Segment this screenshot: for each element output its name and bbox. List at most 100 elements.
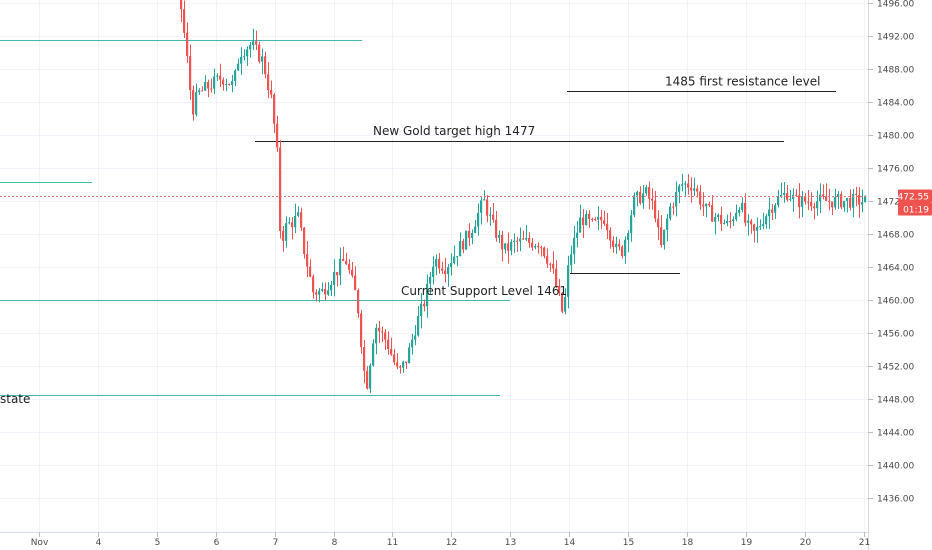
y-tick-label: 1488.00 (877, 66, 914, 76)
candle-body (609, 230, 612, 241)
countdown-badge (898, 202, 932, 216)
candle-body (702, 204, 705, 207)
candle-body (822, 194, 825, 197)
candle-body (567, 265, 570, 297)
candle-body (726, 220, 729, 224)
candle-body (294, 215, 297, 228)
y-tick-label: 1452.00 (877, 363, 914, 373)
candle-body (330, 284, 333, 291)
candle-body (276, 123, 279, 148)
candle-body (273, 94, 276, 124)
candle-body (411, 339, 414, 348)
candle-body (633, 195, 636, 216)
candle-body (612, 240, 615, 248)
candle-body (393, 354, 396, 363)
candle-body (417, 316, 420, 336)
candle-body (576, 232, 579, 238)
candle-body (666, 218, 669, 230)
candle-body (687, 183, 690, 188)
candle-body (459, 241, 462, 257)
candle-body (789, 199, 792, 201)
candle-body (843, 200, 846, 208)
candle-body (570, 254, 573, 266)
x-tick-label: 13 (505, 538, 516, 548)
candle-body (540, 247, 543, 249)
candle-body (483, 199, 486, 201)
grid (0, 0, 868, 532)
candle-body (312, 276, 315, 293)
candle-body (798, 195, 801, 207)
candle-body (486, 199, 489, 216)
candle-body (354, 275, 357, 291)
candle-body (804, 196, 807, 202)
candle-body (507, 243, 510, 251)
y-tick-label: 1468.00 (877, 231, 914, 241)
candle-body (561, 292, 564, 312)
candle-body (771, 209, 774, 213)
candle-body (438, 259, 441, 269)
candle-body (639, 191, 642, 204)
candle-body (396, 362, 399, 367)
candle-body (810, 202, 813, 207)
candle-body (699, 191, 702, 205)
annotation-text: 1485 first resistance level (665, 74, 821, 88)
candle-body (306, 254, 309, 267)
price-axis[interactable]: 1436.00 1440.00 1444.00 1448.00 1452.00 1456.… (868, 0, 932, 550)
candle-body (588, 213, 591, 219)
candle-body (420, 303, 423, 317)
candle-body (282, 230, 285, 241)
candle-body (501, 234, 504, 250)
candle-body (222, 79, 225, 85)
time-axis[interactable]: Nov 4 5 6 7 8 11 12 13 14 15 18 19 20 21 (0, 532, 870, 550)
y-tick-label: 1496.00 (877, 0, 914, 10)
candle-body (498, 234, 501, 238)
candle-body (528, 237, 531, 243)
candle-body (858, 194, 861, 205)
candle-body (756, 226, 759, 231)
candle-body (657, 218, 660, 228)
candle-body (258, 44, 261, 62)
candle-body (777, 196, 780, 206)
candle-body (621, 246, 624, 257)
candle-body (669, 206, 672, 219)
candle-body (681, 184, 684, 186)
candle-body (336, 272, 339, 276)
candle-body (366, 370, 369, 389)
candle-body (717, 214, 720, 217)
candle-body (732, 219, 735, 222)
candle-body (240, 56, 243, 64)
candle-body (237, 63, 240, 71)
candle-body (522, 238, 525, 240)
candle-body (492, 214, 495, 220)
candle-body (264, 56, 267, 75)
candle-body (399, 366, 402, 368)
candle-body (333, 272, 336, 285)
x-tick-label: 11 (387, 538, 398, 548)
candle-body (597, 216, 600, 220)
candle-body (180, 0, 183, 10)
candle-body (429, 276, 432, 284)
candle-body (774, 205, 777, 213)
candle-body (750, 220, 753, 225)
candle-body (435, 259, 438, 267)
candle-body (579, 217, 582, 233)
candle-body (762, 224, 765, 227)
candle-body (819, 194, 822, 202)
candle-body (327, 290, 330, 295)
candle-body (219, 75, 222, 80)
candle-body (423, 303, 426, 307)
candle-body (468, 230, 471, 238)
candle-body (348, 264, 351, 270)
candle-body (543, 247, 546, 257)
candle-body (783, 192, 786, 195)
candle-body (480, 200, 483, 213)
x-tick-label: 12 (446, 538, 457, 548)
candle-body (690, 187, 693, 191)
candle-body (759, 226, 762, 228)
x-tick-label: 7 (273, 538, 279, 548)
candle-body (651, 198, 654, 201)
x-tick-label: 14 (564, 538, 576, 548)
candle-body (711, 205, 714, 222)
candle-body (513, 240, 516, 242)
